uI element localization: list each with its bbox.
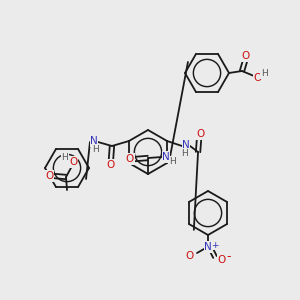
- Text: O: O: [196, 129, 204, 139]
- Text: N: N: [182, 140, 190, 150]
- Text: O: O: [107, 160, 115, 170]
- Text: O: O: [242, 51, 250, 61]
- Text: H: H: [261, 70, 267, 79]
- Text: +: +: [211, 241, 219, 250]
- Text: -: -: [227, 250, 231, 263]
- Text: O: O: [186, 251, 194, 261]
- Text: O: O: [126, 154, 134, 164]
- Text: N: N: [162, 152, 170, 162]
- Text: H: H: [61, 154, 68, 163]
- Text: N: N: [204, 242, 212, 252]
- Text: H: H: [169, 157, 176, 166]
- Text: O: O: [69, 157, 77, 167]
- Text: O: O: [254, 73, 262, 83]
- Text: H: H: [181, 149, 188, 158]
- Text: N: N: [90, 136, 98, 146]
- Text: H: H: [93, 145, 99, 154]
- Text: O: O: [45, 171, 53, 181]
- Text: O: O: [218, 255, 226, 265]
